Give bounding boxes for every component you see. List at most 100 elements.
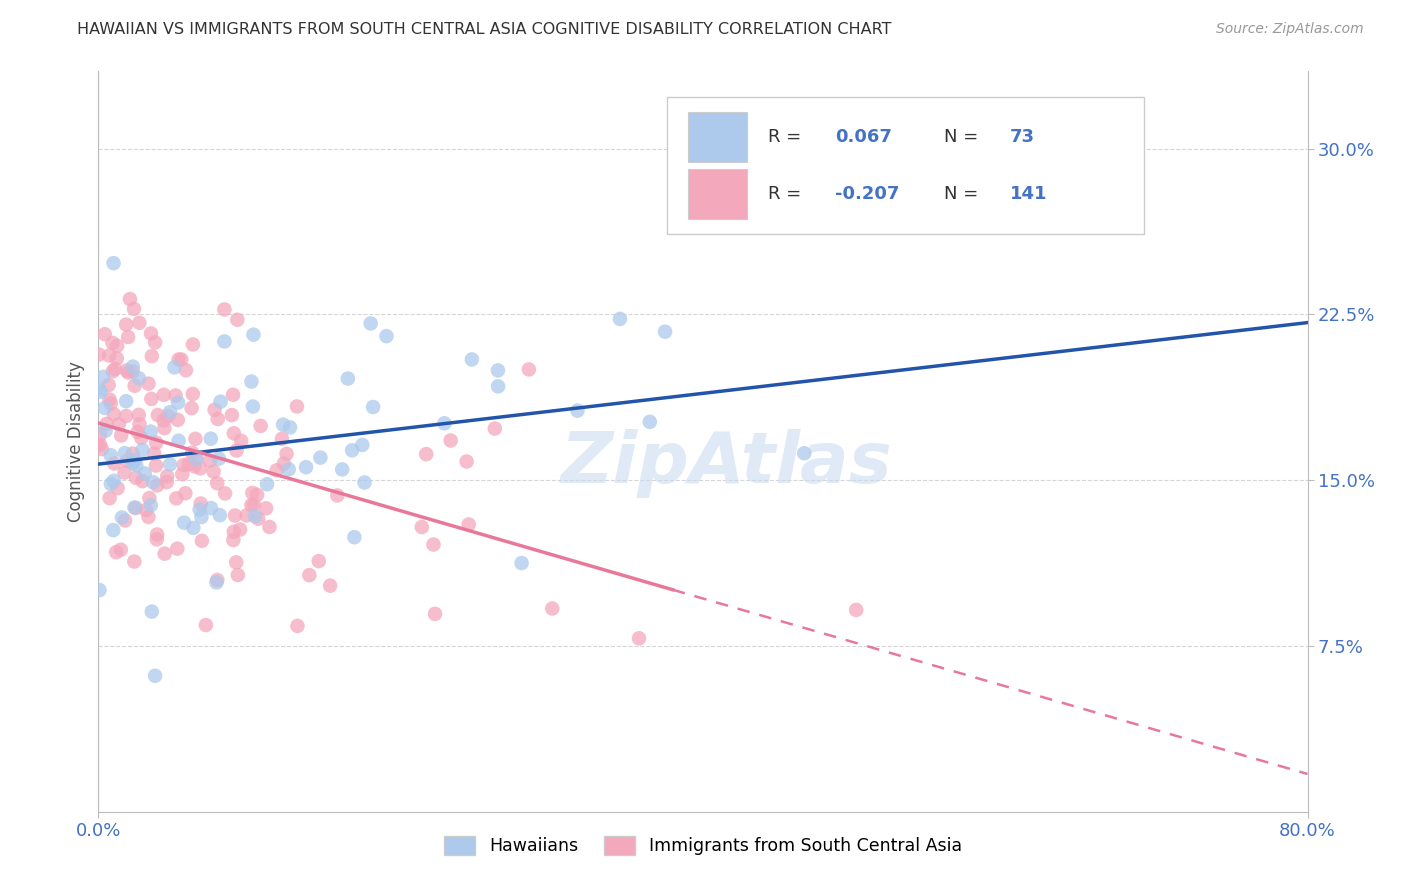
Point — [180, 401, 202, 416]
Text: R =: R = — [768, 186, 807, 203]
Text: N =: N = — [943, 186, 984, 203]
Point — [229, 523, 252, 537]
Point — [194, 618, 217, 632]
Point — [510, 556, 533, 570]
Point — [330, 462, 353, 476]
Point — [138, 376, 160, 391]
Point — [128, 371, 150, 385]
Point — [177, 457, 200, 471]
Point — [278, 420, 301, 434]
Point — [166, 413, 188, 427]
Point — [87, 348, 110, 362]
Point — [121, 359, 143, 374]
Point — [277, 462, 299, 476]
Point — [170, 352, 193, 367]
Point — [143, 446, 166, 460]
Point — [224, 508, 246, 523]
Point — [100, 396, 122, 410]
Point — [174, 363, 197, 377]
Point — [254, 501, 277, 516]
Point — [273, 457, 295, 471]
Point — [173, 458, 195, 472]
Point — [567, 403, 589, 417]
Point — [240, 498, 263, 512]
Text: ZipAtlas: ZipAtlas — [561, 429, 893, 499]
Point — [89, 383, 111, 397]
Point — [101, 335, 124, 350]
Point — [115, 394, 138, 409]
Point — [422, 537, 444, 551]
Point — [486, 379, 509, 393]
Point — [98, 491, 121, 505]
Point — [172, 467, 194, 482]
Point — [225, 443, 247, 458]
Point — [166, 541, 188, 556]
Point — [461, 352, 484, 367]
Point — [167, 352, 190, 367]
Point — [202, 465, 225, 479]
Point — [157, 409, 180, 423]
Point — [103, 523, 125, 537]
Point — [142, 475, 165, 490]
Point — [128, 316, 150, 330]
Point — [207, 412, 229, 426]
Point — [240, 375, 263, 389]
Point — [308, 554, 330, 568]
Point — [423, 607, 446, 621]
Point — [340, 443, 363, 458]
Point — [249, 418, 271, 433]
Point — [141, 349, 163, 363]
Point — [484, 421, 506, 435]
Point — [174, 486, 197, 500]
Point — [125, 458, 148, 473]
Point — [91, 369, 114, 384]
Point — [124, 554, 146, 568]
Text: -0.207: -0.207 — [835, 186, 900, 203]
Point — [319, 579, 342, 593]
Point — [181, 337, 204, 351]
Point — [110, 428, 132, 442]
Point — [111, 510, 134, 524]
Point — [222, 388, 245, 402]
Point — [411, 520, 433, 534]
Point — [235, 508, 257, 523]
Point — [125, 501, 148, 516]
Point — [145, 458, 167, 473]
Point — [226, 312, 249, 326]
Point — [165, 491, 187, 506]
Point — [89, 428, 111, 442]
Point — [163, 360, 186, 375]
Point — [200, 432, 222, 446]
Point — [352, 438, 374, 452]
Point — [457, 517, 479, 532]
Point — [343, 530, 366, 544]
Point — [108, 417, 131, 432]
Point — [173, 516, 195, 530]
Point — [242, 327, 264, 342]
Point — [209, 394, 232, 409]
Point — [309, 450, 332, 465]
Point — [118, 292, 141, 306]
Point — [654, 325, 676, 339]
Point — [183, 459, 205, 474]
Point — [97, 378, 120, 392]
Y-axis label: Cognitive Disability: Cognitive Disability — [66, 361, 84, 522]
Point — [188, 461, 211, 475]
Point — [98, 349, 121, 363]
Point — [181, 445, 204, 459]
Point — [298, 568, 321, 582]
Point — [186, 450, 208, 465]
Point — [117, 366, 139, 380]
Point — [207, 573, 229, 587]
Point — [101, 364, 124, 378]
Bar — [689, 169, 747, 219]
Point — [184, 432, 207, 446]
Point — [138, 510, 160, 524]
Point — [134, 467, 156, 481]
Point — [121, 364, 143, 378]
Point — [486, 363, 509, 377]
Text: 141: 141 — [1010, 186, 1047, 203]
Point — [89, 438, 111, 452]
Point — [124, 378, 146, 392]
Point — [146, 533, 169, 547]
